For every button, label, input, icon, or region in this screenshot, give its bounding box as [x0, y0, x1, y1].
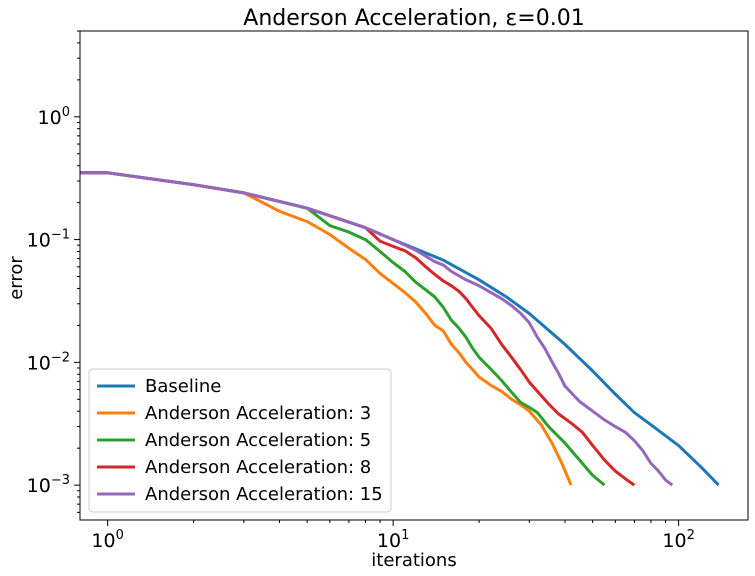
series-line-3 — [80, 171, 636, 487]
chart-title: Anderson Acceleration, ε=0.01 — [243, 6, 584, 31]
y-tick-label: 100 — [38, 105, 70, 129]
y-tick-label: 10−2 — [27, 350, 70, 374]
x-tick-label: 102 — [662, 528, 694, 552]
legend-label-1: Anderson Acceleration: 3 — [145, 403, 371, 424]
legend-label-3: Anderson Acceleration: 8 — [145, 457, 371, 478]
x-tick-label: 100 — [91, 528, 123, 552]
legend-label-2: Anderson Acceleration: 5 — [145, 430, 371, 451]
plot-frame — [79, 30, 749, 521]
legend-label-0: Baseline — [145, 376, 221, 397]
series-line-2 — [80, 171, 606, 487]
legend: Baseline Anderson Acceleration: 3 Anderson… — [88, 368, 392, 513]
y-tick-label: 10−1 — [27, 228, 70, 252]
legend-box — [88, 368, 392, 513]
series-line-1 — [80, 171, 573, 486]
y-axis-label: error — [6, 256, 27, 300]
x-tick-label: 101 — [377, 528, 409, 552]
series-line-4 — [80, 171, 674, 487]
legend-label-4: Anderson Acceleration: 15 — [145, 484, 383, 505]
x-axis-label: iterations — [371, 550, 456, 571]
y-tick-label: 10−3 — [27, 473, 70, 497]
plot-lines — [80, 171, 720, 487]
